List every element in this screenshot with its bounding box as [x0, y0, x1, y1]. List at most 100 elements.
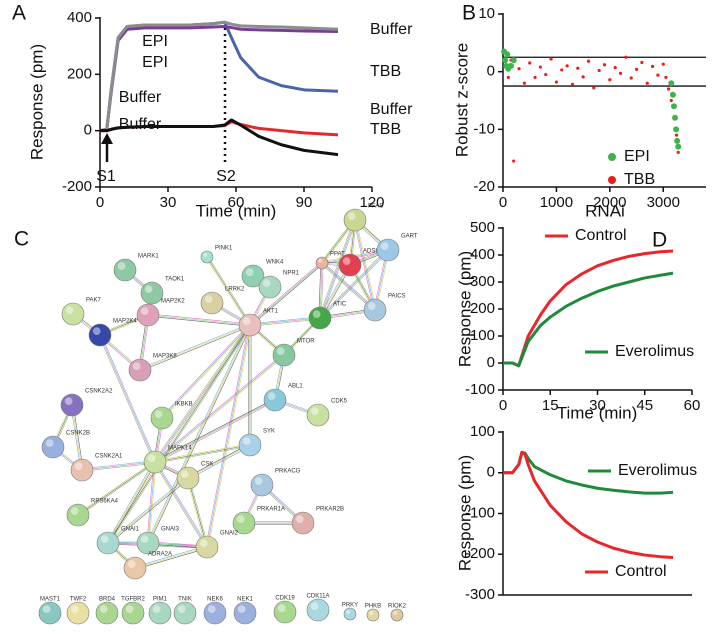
- point: [565, 64, 569, 68]
- edge: [153, 462, 207, 548]
- line: [503, 450, 674, 560]
- node-label: TAOK1: [165, 277, 185, 283]
- node-label: MAP2K4: [113, 319, 137, 325]
- edge: [146, 324, 250, 543]
- node-label: PRKAR2B: [316, 507, 344, 513]
- point: [640, 60, 644, 65]
- point: [549, 57, 553, 61]
- point: [592, 86, 596, 90]
- edge: [187, 477, 208, 548]
- y-tick-label: 500: [470, 219, 495, 236]
- node-label: CSNK2A2: [85, 389, 113, 395]
- node-label: TGFBR2: [121, 597, 145, 603]
- node-shine: [203, 252, 208, 257]
- node-label: GART: [401, 234, 418, 240]
- node-shine: [144, 285, 153, 293]
- node: [136, 531, 160, 555]
- edge: [154, 354, 285, 463]
- x-tick-label: 3000: [647, 194, 680, 211]
- point: [670, 103, 677, 110]
- node: [203, 601, 227, 625]
- edge: [148, 313, 251, 325]
- node-shine: [125, 605, 134, 614]
- annotation: Buffer: [370, 101, 413, 118]
- node: [66, 601, 90, 625]
- node-shine: [100, 535, 109, 544]
- node-shine: [312, 310, 321, 318]
- point: [618, 71, 623, 75]
- edge: [106, 461, 155, 543]
- node-shine: [127, 560, 136, 569]
- node-label: PFAS: [368, 204, 383, 210]
- x-tick-label: 0: [499, 397, 507, 414]
- node-label: NEK6: [207, 597, 223, 603]
- node-label: MAP2K2: [161, 299, 185, 305]
- node-label: PRKAR1A: [257, 507, 285, 513]
- edge: [108, 462, 157, 544]
- y-tick-label: 100: [470, 423, 495, 440]
- edge: [99, 334, 156, 463]
- legend-label: Everolimus: [618, 462, 697, 479]
- node-shine: [99, 605, 108, 614]
- point: [522, 81, 526, 85]
- y-tick-label: -100: [465, 381, 495, 398]
- x-axis-label: Time (min): [557, 403, 638, 422]
- node-shine: [117, 262, 126, 270]
- node-shine: [380, 242, 389, 250]
- line: [99, 24, 339, 133]
- node-label: CSK: [201, 462, 213, 468]
- x-tick-label: 30: [160, 194, 177, 211]
- edge: [320, 220, 357, 319]
- x-tick-label: 0: [96, 194, 104, 211]
- point: [669, 98, 673, 103]
- point: [613, 66, 617, 70]
- y-tick-label: -200: [465, 545, 495, 562]
- node-shine: [207, 605, 216, 614]
- node-label: ADRA2A: [148, 552, 172, 558]
- node: [195, 535, 219, 559]
- node: [61, 302, 85, 326]
- x-tick-label: 0: [499, 194, 507, 211]
- node: [176, 466, 200, 490]
- annotation: Buffer: [370, 21, 413, 38]
- edge: [147, 315, 250, 327]
- panel-label: D: [652, 229, 667, 252]
- node-label: CDK19: [275, 596, 295, 602]
- line: [503, 271, 674, 368]
- edge: [321, 262, 376, 311]
- node-shine: [92, 327, 101, 335]
- node: [343, 607, 357, 621]
- node: [140, 281, 164, 305]
- point: [672, 114, 679, 121]
- node: [238, 313, 262, 337]
- node: [376, 238, 400, 262]
- node-label: RPS6KA4: [91, 499, 119, 505]
- node-shine: [242, 437, 251, 445]
- point: [502, 57, 509, 64]
- node-label: CSNK2A1: [95, 454, 123, 460]
- panel-label: C: [14, 228, 29, 251]
- node: [200, 291, 224, 315]
- point: [570, 82, 575, 86]
- point: [544, 72, 548, 77]
- point: [668, 80, 675, 87]
- node-label: TNIK: [178, 597, 192, 603]
- node-shine: [393, 610, 398, 616]
- edge: [155, 400, 276, 464]
- node-shine: [147, 454, 156, 462]
- node-label: GNAI2: [220, 531, 239, 537]
- node-label: WNK4: [266, 260, 284, 266]
- node-label: CDK11A: [307, 594, 330, 600]
- point: [669, 91, 676, 98]
- edge: [318, 219, 355, 318]
- annotation: EPI: [142, 33, 168, 50]
- point: [576, 66, 580, 70]
- node: [308, 306, 332, 330]
- edge: [148, 325, 252, 544]
- y-tick-label: 0: [487, 354, 495, 371]
- node: [363, 298, 387, 322]
- legend-label: TBB: [624, 171, 655, 188]
- edge: [354, 219, 376, 311]
- node: [273, 600, 297, 624]
- node-shine: [199, 539, 208, 548]
